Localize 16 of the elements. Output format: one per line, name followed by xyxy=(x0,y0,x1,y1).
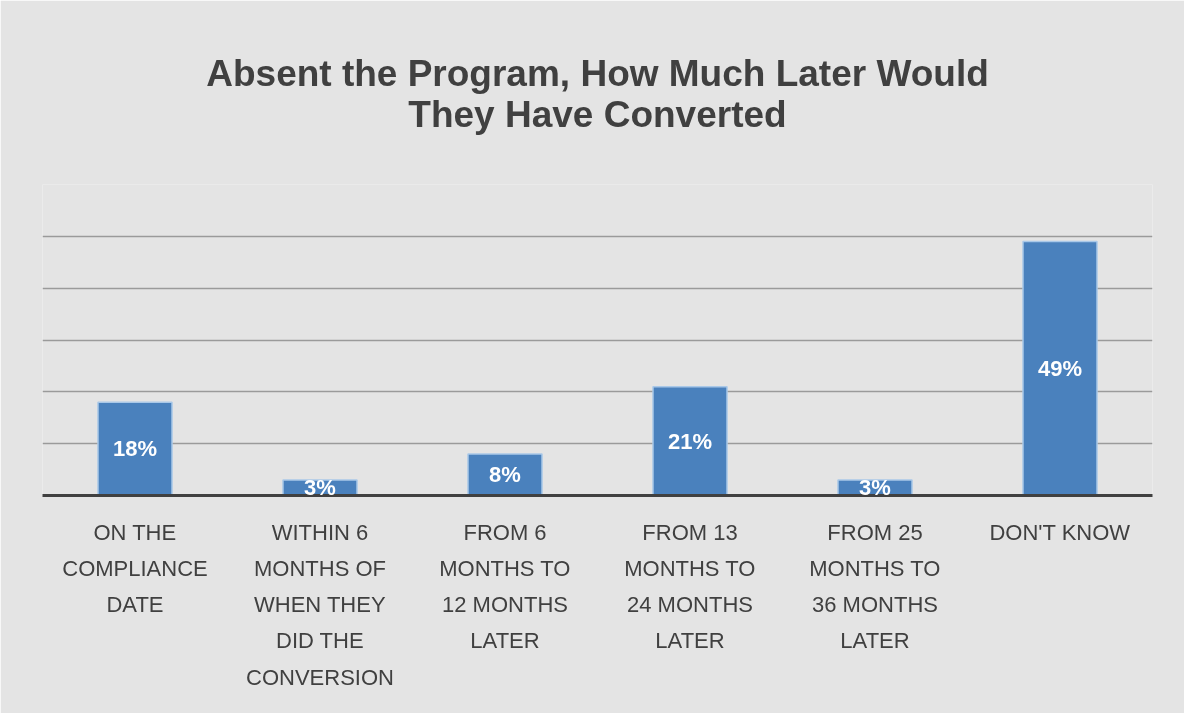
x-tick-label: WITHIN 6 MONTHS OF WHEN THEY DID THE CONVERSION xyxy=(246,519,394,690)
x-tick-label: FROM 6 MONTHS TO 12 MONTHS LATER xyxy=(439,519,571,654)
data-label: 49% xyxy=(1037,356,1083,382)
x-tick-label: ON THE COMPLIANCE DATE xyxy=(62,519,208,617)
data-label: 3% xyxy=(304,475,336,501)
x-tick-label: DON'T KNOW xyxy=(989,519,1131,545)
data-label: 8% xyxy=(489,462,521,488)
chart-title: Absent the Program, How Much Later Would They Have Converted xyxy=(206,52,989,135)
x-tick-label: FROM 13 MONTHS TO 24 MONTHS LATER xyxy=(624,519,756,654)
x-tick-label: FROM 25 MONTHS TO 36 MONTHS LATER xyxy=(809,519,941,654)
bar xyxy=(97,401,173,496)
data-label: 3% xyxy=(859,475,891,501)
data-label: 21% xyxy=(667,428,713,454)
data-label: 18% xyxy=(112,436,158,462)
bar xyxy=(652,385,728,496)
bar xyxy=(1022,240,1098,496)
